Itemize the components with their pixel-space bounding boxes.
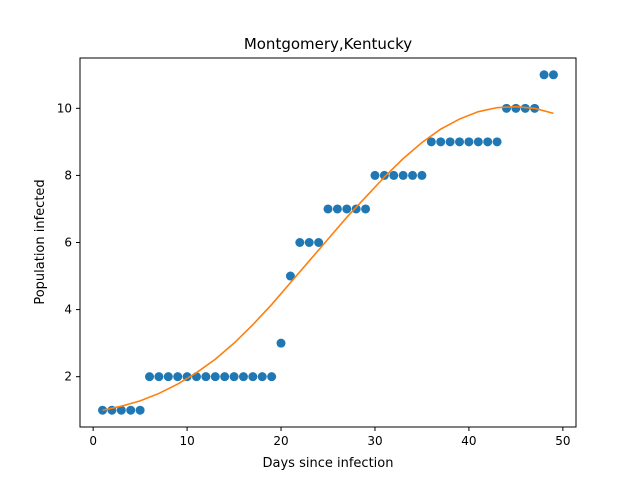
fit-curve xyxy=(102,105,554,412)
x-tick-label: 40 xyxy=(461,434,476,448)
chart-title: Montgomery,Kentucky xyxy=(244,35,412,53)
data-point xyxy=(351,204,361,214)
data-point xyxy=(379,170,389,180)
data-point xyxy=(511,103,521,113)
x-axis-label: Days since infection xyxy=(263,456,394,471)
data-point xyxy=(342,204,352,214)
data-point xyxy=(539,70,549,80)
data-point xyxy=(248,372,258,382)
y-tick-label: 4 xyxy=(64,303,72,317)
data-point xyxy=(370,170,380,180)
x-tick-label: 50 xyxy=(555,434,570,448)
data-point xyxy=(257,372,267,382)
data-point xyxy=(520,103,530,113)
y-tick-label: 8 xyxy=(64,168,72,182)
x-tick-label: 20 xyxy=(273,434,288,448)
data-point xyxy=(116,405,126,415)
plot-area xyxy=(98,70,558,415)
data-point xyxy=(173,372,183,382)
data-point xyxy=(285,271,295,281)
data-point xyxy=(426,137,436,147)
data-point xyxy=(201,372,211,382)
data-point xyxy=(276,338,286,348)
x-axis-ticks: 0 10 20 30 40 50 xyxy=(89,427,570,448)
data-point xyxy=(389,170,399,180)
data-point xyxy=(548,70,558,80)
data-point xyxy=(163,372,173,382)
data-point xyxy=(436,137,446,147)
data-point xyxy=(492,137,502,147)
data-point xyxy=(361,204,371,214)
data-point xyxy=(398,170,408,180)
x-tick-label: 10 xyxy=(179,434,194,448)
data-point xyxy=(464,137,474,147)
data-point xyxy=(304,238,314,247)
data-point xyxy=(295,238,305,247)
data-point xyxy=(238,372,248,382)
data-point xyxy=(220,372,230,382)
y-axis-label: Population infected xyxy=(33,179,48,304)
data-point xyxy=(417,170,427,180)
data-point xyxy=(126,405,136,415)
data-point xyxy=(229,372,239,382)
data-point xyxy=(154,372,164,382)
data-point xyxy=(483,137,493,147)
y-axis-ticks: 2 4 6 8 10 xyxy=(57,101,80,384)
data-point xyxy=(455,137,465,147)
x-tick-label: 30 xyxy=(367,434,382,448)
y-tick-label: 10 xyxy=(57,101,72,115)
data-point xyxy=(314,238,324,247)
x-tick-label: 0 xyxy=(89,434,97,448)
data-point xyxy=(135,405,145,415)
data-point xyxy=(145,372,155,382)
data-point xyxy=(210,372,220,382)
data-point xyxy=(267,372,277,382)
y-tick-label: 2 xyxy=(64,370,72,384)
data-point xyxy=(473,137,483,147)
data-point xyxy=(501,103,511,113)
data-point xyxy=(323,204,333,214)
data-point xyxy=(408,170,418,180)
data-point xyxy=(332,204,342,214)
y-tick-label: 6 xyxy=(64,236,72,250)
data-point xyxy=(445,137,455,147)
